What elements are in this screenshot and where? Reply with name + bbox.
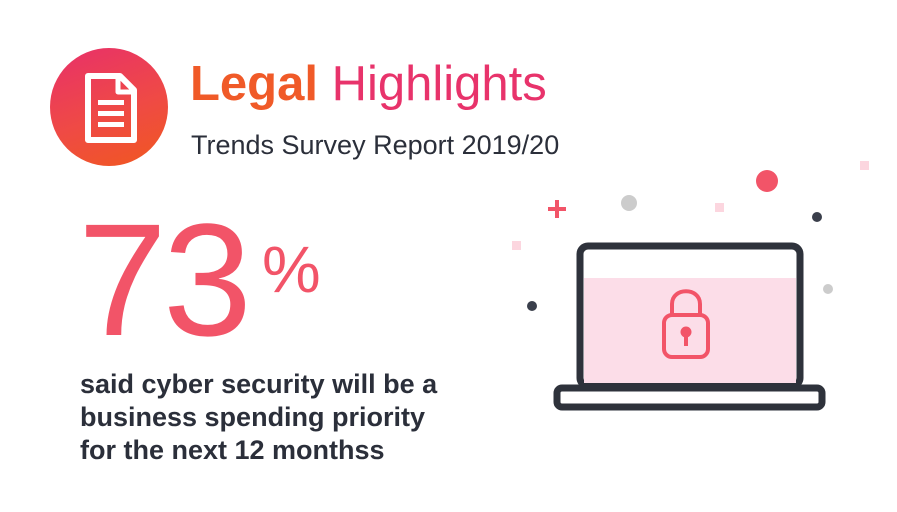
statistic-description: said cyber security will be a business s…: [80, 368, 460, 467]
description-line: for the next 12 monthss: [80, 435, 385, 465]
title-light: Highlights: [331, 57, 547, 111]
square-icon: [860, 161, 869, 170]
statistic-unit: %: [262, 232, 321, 306]
dot-icon: [823, 284, 833, 294]
plus-icon: [548, 200, 566, 218]
statistic: 73 %: [78, 200, 321, 360]
statistic-value: 73: [78, 190, 252, 369]
padlock-icon: [662, 289, 710, 359]
square-icon: [512, 241, 521, 250]
description-line: said cyber security will be a: [80, 369, 438, 399]
document-icon: [85, 73, 137, 143]
description-line: business spending priority: [80, 402, 426, 432]
title-bold: Legal: [190, 57, 318, 111]
logo-badge: [50, 48, 168, 166]
dot-icon: [527, 301, 537, 311]
square-icon: [715, 203, 724, 212]
laptop-icon: [553, 242, 826, 411]
dot-icon: [621, 195, 637, 211]
page-subtitle: Trends Survey Report 2019/20: [191, 130, 560, 160]
security-illustration: [512, 161, 869, 411]
page-title: Legal Highlights: [190, 60, 547, 109]
dot-icon: [812, 212, 822, 222]
dot-icon: [756, 170, 778, 192]
